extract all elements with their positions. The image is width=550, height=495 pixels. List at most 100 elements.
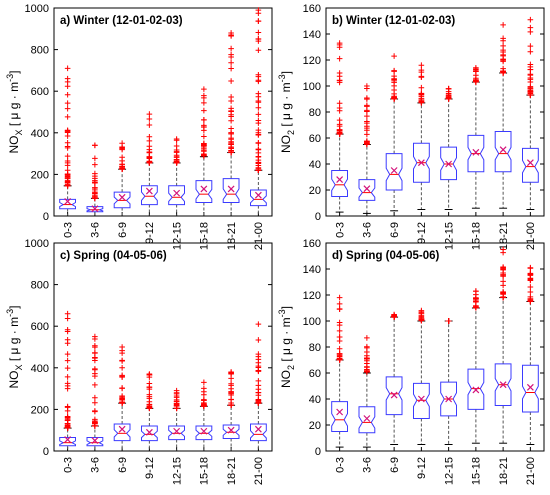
outlier-marker [146, 122, 153, 128]
panel-label: b) Winter (12-01-02-03) [332, 15, 455, 27]
x-tick-label: 0-3 [334, 222, 346, 238]
x-tick-label: 6-9 [117, 457, 129, 473]
outlier-marker [201, 95, 207, 101]
outlier-marker [255, 47, 262, 54]
box [358, 179, 376, 201]
y-label-exp: -3 [277, 309, 287, 317]
outlier-marker [473, 79, 479, 85]
box [467, 134, 485, 173]
outlier-marker [119, 373, 125, 380]
outlier-marker [64, 357, 71, 364]
outlier-marker [255, 167, 262, 174]
y-label-sub: X [14, 129, 24, 135]
box [250, 423, 267, 442]
x-tick-label: 18-21 [226, 222, 238, 250]
panel-0: 0 200 400 600 800 1000 0-3 3-6 6-9 9-12 12-15 15-18… [5, 3, 273, 250]
y-label-unit: [ μ g · m [279, 82, 293, 130]
outlier-marker [527, 277, 534, 283]
y-tick-label: 20 [309, 185, 321, 197]
mean-marker [499, 146, 507, 154]
y-label-unit: [ μ g · m [7, 317, 21, 365]
outlier-marker [146, 384, 153, 390]
box [141, 425, 158, 442]
outlier-marker [92, 161, 98, 168]
outlier-marker [391, 313, 397, 320]
outlier-marker [119, 364, 125, 371]
mean-marker [64, 436, 72, 443]
outlier-marker [201, 117, 207, 123]
mean-marker [64, 198, 72, 205]
outlier-marker [391, 77, 397, 84]
outlier-marker [228, 371, 234, 377]
outlier-marker [364, 356, 370, 362]
outlier-marker [527, 265, 534, 272]
x-tick-label: 21-00 [253, 457, 265, 485]
y-axis-label: NO2 [ μ g · m-3] [277, 71, 296, 153]
mean-marker [254, 191, 262, 199]
outlier-marker [64, 91, 71, 98]
outlier-marker [527, 289, 534, 295]
outlier-marker [391, 67, 397, 74]
outlier-marker [418, 62, 425, 68]
outlier-marker [92, 193, 98, 200]
box [522, 364, 539, 413]
x-tick-label: 9-12 [144, 222, 156, 244]
outlier-marker [228, 32, 234, 38]
x-tick-label: 15-18 [471, 457, 483, 485]
y-tick-label: 120 [303, 55, 321, 67]
outlier-marker [336, 328, 343, 334]
mean-marker [336, 176, 344, 184]
y-label-sub: 2 [286, 130, 296, 135]
y-tick-label: 140 [303, 29, 321, 41]
x-tick-label: 3-6 [90, 222, 102, 238]
outlier-marker [119, 385, 125, 391]
y-label-close: ] [7, 71, 21, 74]
y-tick-label: 400 [31, 128, 49, 140]
y-tick-label: 0 [315, 446, 321, 458]
outlier-marker [228, 65, 234, 72]
y-tick-label: 800 [31, 45, 49, 57]
outlier-marker [391, 83, 397, 89]
y-tick-label: 80 [309, 342, 321, 354]
outlier-marker [64, 105, 71, 112]
outlier-marker [445, 96, 452, 102]
outlier-marker [64, 351, 71, 357]
outlier-marker [364, 131, 370, 138]
x-tick-label: 18-21 [498, 222, 510, 250]
mean-marker [472, 148, 480, 156]
outlier-marker [336, 294, 343, 301]
outlier-marker [228, 108, 234, 114]
outlier-marker [255, 111, 262, 118]
y-label-close: ] [279, 71, 293, 74]
outlier-marker [228, 141, 234, 148]
outlier-marker [336, 322, 343, 328]
outlier-marker [336, 356, 343, 363]
outlier-marker [146, 111, 153, 117]
outlier-marker [173, 403, 180, 409]
mean-marker [118, 193, 126, 201]
x-tick-label: 15-18 [199, 222, 211, 250]
x-tick-label: 3-6 [362, 222, 374, 238]
outlier-marker [64, 171, 71, 178]
mean-marker [445, 160, 453, 168]
outlier-marker [255, 140, 262, 146]
y-tick-label: 400 [31, 363, 49, 375]
box [440, 381, 457, 417]
y-label-close: ] [279, 306, 293, 309]
y-label-exp: -3 [5, 309, 15, 317]
box [86, 206, 104, 213]
outlier-marker [64, 408, 71, 414]
outlier-marker [364, 85, 370, 92]
outlier-marker [64, 127, 71, 134]
x-tick-label: 0-3 [62, 222, 74, 238]
box [522, 147, 539, 183]
outlier-marker [418, 316, 425, 322]
y-tick-label: 160 [303, 3, 321, 15]
x-tick-label: 12-15 [443, 222, 455, 250]
y-tick-label: 40 [309, 394, 321, 406]
outlier-marker [64, 79, 71, 85]
x-tick-label: 0-3 [62, 457, 74, 473]
outlier-marker [201, 153, 207, 159]
outlier-marker [64, 65, 71, 72]
outlier-marker [255, 18, 262, 24]
